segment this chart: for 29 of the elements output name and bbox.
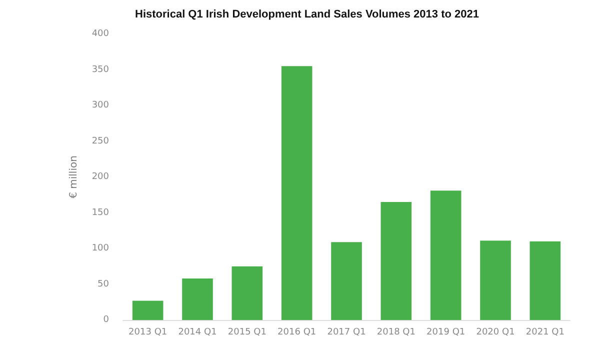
x-tick-label: 2014 Q1 — [178, 328, 217, 338]
y-tick-label: 300 — [92, 100, 110, 110]
y-tick-label: 150 — [92, 208, 110, 218]
y-tick-label: 250 — [92, 136, 110, 146]
y-tick-label: 400 — [92, 29, 110, 39]
bar — [232, 266, 263, 320]
bar — [331, 242, 362, 320]
y-tick-label: 0 — [103, 315, 110, 325]
y-axis-title: € million — [68, 156, 80, 198]
bar — [430, 190, 462, 320]
chart-title: Historical Q1 Irish Development Land Sales Volumes 2013 to 2021 — [135, 8, 479, 20]
y-tick-label: 350 — [92, 64, 110, 75]
y-tick-label: 100 — [92, 244, 110, 254]
bar — [530, 241, 561, 320]
x-tick-label: 2019 Q1 — [426, 328, 466, 338]
x-tick-label: 2015 Q1 — [228, 328, 266, 338]
bar — [480, 240, 511, 320]
x-tick-label: 2018 Q1 — [376, 328, 416, 338]
x-tick-label: 2017 Q1 — [327, 328, 366, 338]
x-tick-label: 2021 Q1 — [526, 328, 564, 338]
y-tick-label: 200 — [92, 172, 110, 182]
bar — [380, 202, 412, 320]
bar — [132, 300, 164, 320]
x-tick-label: 2020 Q1 — [476, 328, 515, 338]
x-tick-label: 2016 Q1 — [278, 328, 316, 338]
bar — [281, 66, 312, 320]
x-tick-label: 2013 Q1 — [128, 328, 168, 338]
y-tick-label: 50 — [98, 279, 110, 290]
bar — [182, 278, 213, 320]
